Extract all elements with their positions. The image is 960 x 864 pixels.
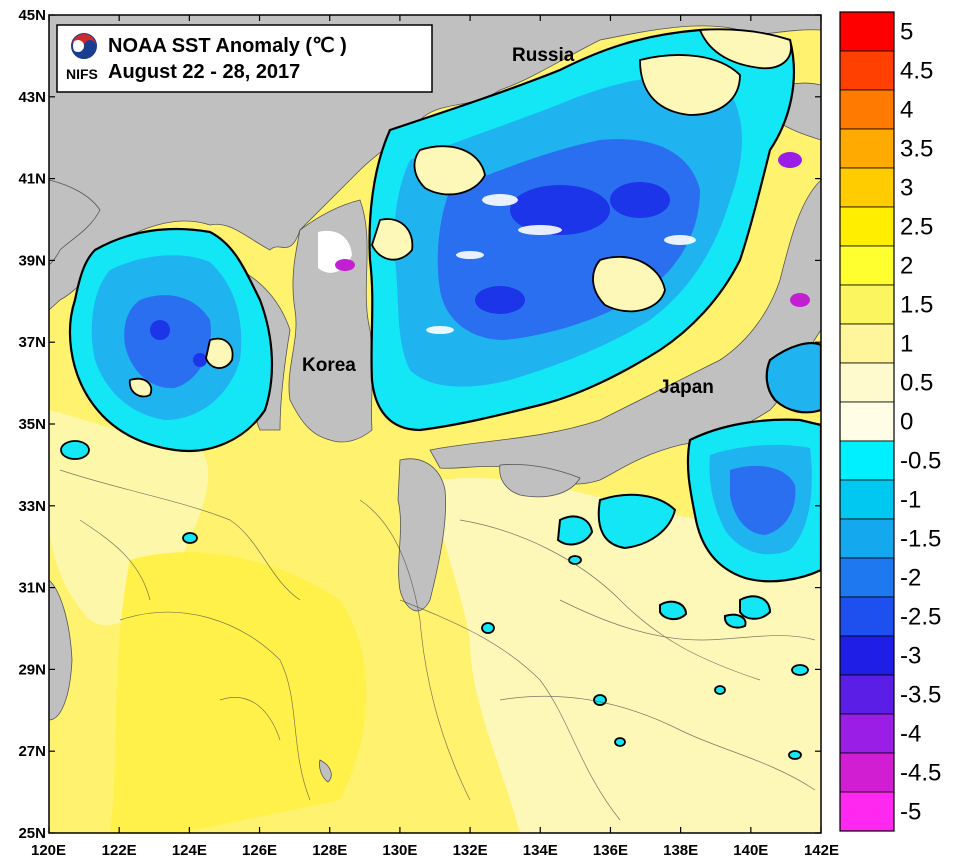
cold-anomaly-pacific	[556, 342, 821, 629]
latitude-label: 41N	[18, 171, 46, 188]
colorbar-cell	[839, 518, 895, 559]
colorbar-cell	[839, 752, 895, 793]
colorbar-cell	[839, 167, 895, 208]
map-title: NOAA SST Anomaly (℃ )	[108, 35, 347, 57]
land-ryukyu-islands	[319, 759, 332, 783]
cold-anomaly-east-sea	[318, 28, 810, 432]
longitude-label: 124E	[172, 842, 207, 859]
longitude-label: 136E	[593, 842, 628, 859]
longitude-label: 130E	[382, 842, 417, 859]
colorbar-cell	[839, 713, 895, 754]
cold-anomaly-small-spots	[60, 440, 809, 760]
land-japan-kyushu	[397, 458, 446, 612]
colorbar-cell	[839, 674, 895, 715]
colorbar-label: 2	[900, 253, 913, 280]
colorbar-cell	[839, 401, 895, 442]
colorbar-label: 4	[900, 97, 913, 124]
colorbar-label: 1.5	[900, 292, 933, 319]
title-box: NIFS NOAA SST Anomaly (℃ ) August 22 - 2…	[56, 24, 433, 93]
latitude-label: 29N	[18, 661, 46, 678]
latitude-label: 35N	[18, 416, 46, 433]
colorbar-label: -1.5	[900, 526, 941, 553]
longitude-label: 120E	[31, 842, 66, 859]
longitude-label: 140E	[733, 842, 768, 859]
longitude-label: 134E	[523, 842, 558, 859]
colorbar-cell	[839, 362, 895, 403]
land-japan-shikoku	[499, 464, 581, 498]
colorbar-cell	[839, 635, 895, 676]
longitude-label: 126E	[242, 842, 277, 859]
colorbar-cell	[839, 11, 895, 52]
colorbar-frame	[839, 11, 895, 832]
colorbar-label: -4.5	[900, 760, 941, 787]
colorbar-label: -4	[900, 721, 921, 748]
colorbar-cell	[839, 206, 895, 247]
region-label-japan: Japan	[659, 377, 714, 398]
colorbar-label: 0.5	[900, 370, 933, 397]
colorbar-label: 0	[900, 409, 913, 436]
colorbar-cell	[839, 89, 895, 130]
longitude-label: 122E	[102, 842, 137, 859]
sea-warm-core	[110, 552, 367, 833]
latitude-label: 39N	[18, 252, 46, 269]
latitude-label: 25N	[18, 825, 46, 842]
colorbar-cell	[839, 479, 895, 520]
colorbar-label: 1	[900, 331, 913, 358]
cold-anomaly-yellow-sea	[68, 227, 274, 452]
nifs-logo-icon	[71, 33, 97, 59]
latitude-label: 27N	[18, 743, 46, 760]
region-label-russia: Russia	[512, 45, 575, 66]
colorbar-cell	[839, 50, 895, 91]
colorbar-label: -2.5	[900, 604, 941, 631]
colorbar-cell	[839, 440, 895, 481]
colorbar-cell	[839, 596, 895, 637]
land-taiwan	[49, 579, 73, 721]
title-box-frame	[56, 24, 433, 93]
colorbar-labels: 5 4.5 4 3.5 3 2.5 2 1.5 1 0.5 0 -0.5 -1 -1.5 -2 -2.5 -3 -…	[900, 19, 941, 826]
colorbar-label: 3	[900, 175, 913, 202]
latitude-label: 33N	[18, 498, 46, 515]
latitude-ticks	[49, 14, 821, 834]
colorbar-label: -3.5	[900, 682, 941, 709]
colorbar-label: -5	[900, 799, 921, 826]
colorbar-cell	[839, 284, 895, 325]
colorbar-cells	[839, 11, 895, 832]
colorbar-label: 4.5	[900, 58, 933, 85]
colorbar-label: -2	[900, 565, 921, 592]
longitude-label: 132E	[453, 842, 488, 859]
contour-lines	[59, 469, 816, 821]
latitude-label: 37N	[18, 334, 46, 351]
colorbar-label: -3	[900, 643, 921, 670]
land-china-coast	[49, 179, 101, 266]
logo-text: NIFS	[66, 66, 98, 82]
map-panel	[49, 15, 821, 833]
colorbar-label: -0.5	[900, 448, 941, 475]
map-date-range: August 22 - 28, 2017	[108, 61, 300, 83]
longitude-label: 128E	[312, 842, 347, 859]
longitude-ticks	[48, 15, 822, 833]
longitude-label: 138E	[663, 842, 698, 859]
colorbar-label: -1	[900, 487, 921, 514]
colorbar-label: 3.5	[900, 136, 933, 163]
latitude-label: 43N	[18, 89, 46, 106]
region-label-korea: Korea	[302, 355, 356, 376]
colorbar: 5 4.5 4 3.5 3 2.5 2 1.5 1 0.5 0 -0.5 -1 -1.5 -2 -2.5 -3 -…	[839, 11, 941, 832]
colorbar-cell	[839, 791, 895, 832]
colorbar-cell	[839, 557, 895, 598]
colorbar-label: 2.5	[900, 214, 933, 241]
colorbar-cell	[839, 128, 895, 169]
colorbar-cell	[839, 323, 895, 364]
longitude-labels: 120E 122E 124E 126E 128E 130E 132E 134E 136E 138E…	[31, 842, 839, 859]
colorbar-cell	[839, 245, 895, 286]
colorbar-label: 5	[900, 19, 913, 46]
longitude-label: 142E	[804, 842, 839, 859]
latitude-labels: 45N 43N 41N 39N 37N 35N 33N 31N 29N 27N 25N	[18, 7, 46, 842]
latitude-label: 45N	[18, 7, 46, 24]
latitude-label: 31N	[18, 580, 46, 597]
